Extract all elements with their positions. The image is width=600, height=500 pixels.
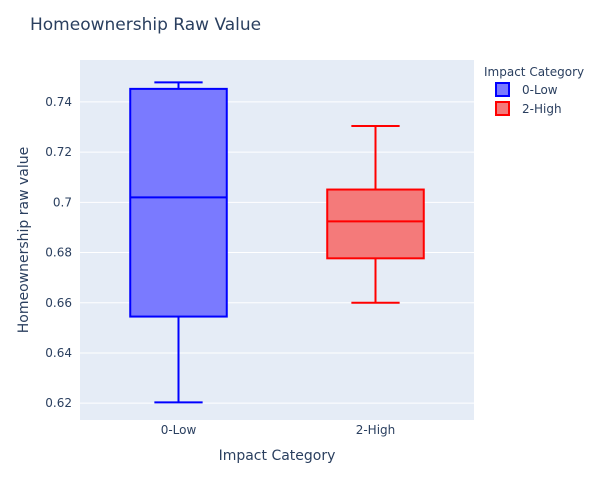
legend-title: Impact Category bbox=[484, 65, 584, 79]
x-axis-title: Impact Category bbox=[219, 448, 336, 464]
y-tick-label: 0.66 bbox=[45, 296, 72, 310]
iqr-box bbox=[129, 87, 228, 318]
chart-title: Homeownership Raw Value bbox=[30, 15, 261, 35]
box-2-High bbox=[326, 125, 425, 304]
x-tick-label: 2-High bbox=[356, 423, 396, 437]
box-series bbox=[129, 81, 425, 404]
box-0-Low bbox=[129, 81, 228, 404]
y-tick-label: 0.72 bbox=[45, 145, 72, 159]
legend: Impact Category 0-Low 2-High bbox=[484, 65, 584, 116]
legend-swatch bbox=[495, 82, 510, 97]
y-tick-label: 0.68 bbox=[45, 246, 72, 260]
y-tick-label: 0.74 bbox=[45, 95, 72, 109]
legend-label: 0-Low bbox=[522, 83, 558, 97]
x-tick-label: 0-Low bbox=[161, 423, 197, 437]
legend-swatch bbox=[495, 101, 510, 116]
x-axis-ticks: 0-Low 2-High bbox=[161, 423, 396, 437]
y-axis-title: Homeownership raw value bbox=[16, 147, 32, 333]
y-axis-ticks: 0.62 0.64 0.66 0.68 0.7 0.72 0.74 bbox=[45, 95, 72, 410]
y-tick-label: 0.62 bbox=[45, 396, 72, 410]
y-tick-label: 0.7 bbox=[53, 195, 72, 209]
legend-label: 2-High bbox=[522, 102, 562, 116]
iqr-box bbox=[326, 188, 425, 260]
y-tick-label: 0.64 bbox=[45, 346, 72, 360]
